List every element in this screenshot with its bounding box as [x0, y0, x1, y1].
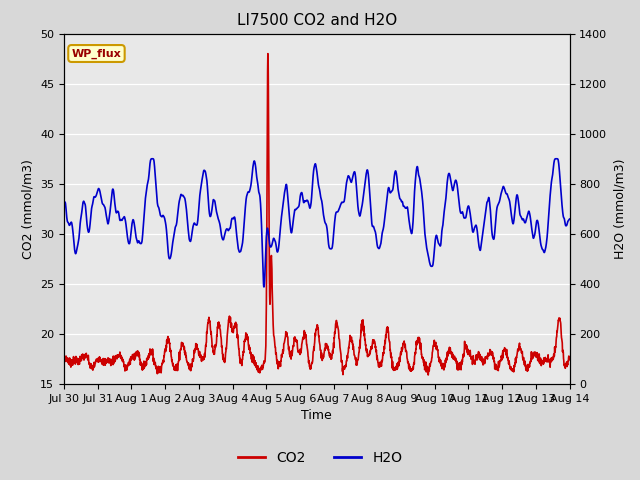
- CO2: [307, 366, 314, 372]
- CO2: [459, 356, 467, 361]
- CO2: [264, 51, 272, 57]
- CO2: [551, 348, 559, 354]
- H2O: [86, 224, 93, 229]
- H2O: [551, 156, 559, 162]
- CO2: [293, 338, 301, 344]
- Y-axis label: CO2 (mmol/m3): CO2 (mmol/m3): [22, 159, 35, 259]
- Y-axis label: H2O (mmol/m3): H2O (mmol/m3): [613, 158, 626, 259]
- H2O: [307, 205, 314, 211]
- Line: CO2: CO2: [64, 54, 570, 375]
- CO2: [552, 344, 559, 349]
- H2O: [566, 216, 573, 222]
- H2O: [260, 284, 268, 290]
- CO2: [86, 360, 93, 366]
- CO2: [60, 353, 68, 359]
- X-axis label: Time: Time: [301, 409, 332, 422]
- H2O: [458, 209, 466, 215]
- H2O: [551, 156, 559, 162]
- Line: H2O: H2O: [64, 159, 570, 287]
- Legend: CO2, H2O: CO2, H2O: [232, 445, 408, 471]
- H2O: [60, 199, 68, 205]
- Title: LI7500 CO2 and H2O: LI7500 CO2 and H2O: [237, 13, 397, 28]
- CO2: [424, 372, 432, 378]
- CO2: [566, 357, 573, 362]
- H2O: [293, 206, 301, 212]
- H2O: [552, 156, 560, 162]
- Text: WP_flux: WP_flux: [72, 48, 122, 59]
